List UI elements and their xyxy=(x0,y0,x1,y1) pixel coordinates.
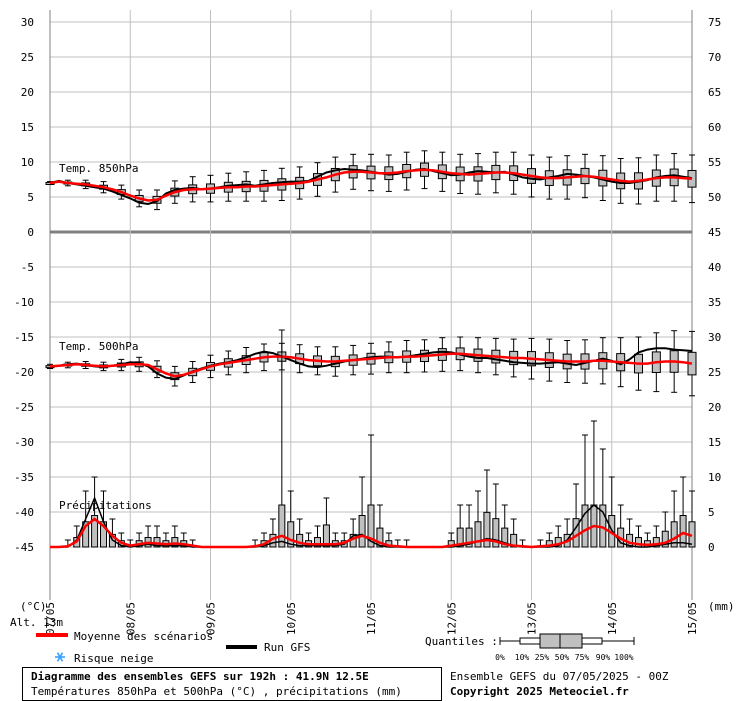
y-tick-left: -5 xyxy=(21,261,34,274)
t850-mean-line xyxy=(49,168,693,202)
y-tick-left: -45 xyxy=(14,541,34,554)
right-unit: (mm) xyxy=(708,600,735,613)
chart-subtitle: Températures 850hPa et 500hPa (°C) , pré… xyxy=(31,685,402,698)
precip-box xyxy=(287,521,295,548)
y-tick-right: 70 xyxy=(708,51,721,64)
y-tick-right: 60 xyxy=(708,121,721,134)
panel-label-t500: Temp. 500hPa xyxy=(59,340,138,353)
series-layer xyxy=(45,150,697,549)
x-tick-label: 10/05 xyxy=(285,602,298,635)
precip-box xyxy=(492,518,500,548)
quantile-legend-box xyxy=(499,633,635,649)
y-tick-left: -20 xyxy=(14,366,34,379)
precip-box xyxy=(510,533,518,548)
y-tick-right: 30 xyxy=(708,331,721,344)
y-tick-left: 15 xyxy=(21,121,34,134)
y-tick-left: 20 xyxy=(21,86,34,99)
panel-label-t850: Temp. 850hPa xyxy=(59,162,138,175)
y-tick-right: 55 xyxy=(708,156,721,169)
copyright: Copyright 2025 Meteociel.fr xyxy=(450,685,629,698)
x-tick-label: 09/05 xyxy=(205,602,218,635)
y-tick-left: 0 xyxy=(27,226,34,239)
x-tick-label: 11/05 xyxy=(365,602,378,635)
snowflake-icon xyxy=(55,652,65,662)
x-tick-label: 15/05 xyxy=(686,602,699,635)
quantile-tick: 75% xyxy=(575,653,590,662)
precip-box xyxy=(465,527,473,548)
quantile-tick: 100% xyxy=(614,653,633,662)
legend-quantiles-label: Quantiles : xyxy=(425,635,498,648)
quantile-tick-labels: 0% 10% 25% 50% 75% 90% 100% xyxy=(495,653,634,662)
y-tick-right: 75 xyxy=(708,16,721,29)
y-tick-left: 30 xyxy=(21,16,34,29)
x-tick-label: 12/05 xyxy=(445,602,458,635)
quantile-tick: 50% xyxy=(555,653,570,662)
y-tick-left: -40 xyxy=(14,506,34,519)
quantile-tick: 25% xyxy=(535,653,550,662)
precip-box xyxy=(358,515,366,548)
precip-box xyxy=(483,511,491,548)
y-tick-right: 15 xyxy=(708,436,721,449)
precip-box xyxy=(376,527,384,548)
precip-box xyxy=(91,515,99,548)
precip-box xyxy=(322,524,330,548)
precip-run-line xyxy=(50,495,693,548)
y-tick-right: 20 xyxy=(708,401,721,414)
x-tick-label: 07/05 xyxy=(44,602,57,635)
y-tick-left: -30 xyxy=(14,436,34,449)
x-axis-ticks: 07/05 08/05 09/05 10/05 11/05 12/05 13/05 14/05… xyxy=(44,602,699,635)
precip-box xyxy=(652,537,660,548)
y-tick-right: 0 xyxy=(708,541,715,554)
y-tick-right: 40 xyxy=(708,261,721,274)
y-tick-left: -35 xyxy=(14,471,34,484)
title-box: Diagramme des ensembles GEFS sur 192h : … xyxy=(22,667,442,701)
precip-box xyxy=(581,504,589,548)
precip-box xyxy=(474,521,482,548)
precip-box xyxy=(501,527,509,548)
y-tick-left: -10 xyxy=(14,296,34,309)
left-unit: (°C) xyxy=(20,600,47,613)
y-tick-left: 25 xyxy=(21,51,34,64)
precip-mean-line xyxy=(50,517,693,549)
y-tick-right: 25 xyxy=(708,366,721,379)
quantile-tick: 90% xyxy=(596,653,611,662)
legend-snow-label: Risque neige xyxy=(74,652,154,665)
precip-box xyxy=(679,515,687,548)
precip-box xyxy=(456,527,464,548)
y-tick-right: 45 xyxy=(708,226,721,239)
quantile-tick: 0% xyxy=(495,653,505,662)
t500-run-line xyxy=(49,347,693,381)
quantile-tick: 10% xyxy=(515,653,530,662)
precip-box xyxy=(367,504,375,548)
precip-box xyxy=(314,537,321,548)
y-tick-right: 50 xyxy=(708,191,721,204)
chart-title: Diagramme des ensembles GEFS sur 192h : … xyxy=(31,670,369,683)
y-tick-right: 65 xyxy=(708,86,721,99)
t500-mean-line xyxy=(49,352,693,378)
y-tick-left: 10 xyxy=(21,156,34,169)
precip-box xyxy=(670,521,678,548)
legend-run-label: Run GFS xyxy=(264,641,311,654)
run-info: Ensemble GEFS du 07/05/2025 - 00Z xyxy=(450,670,669,683)
y-tick-left: -15 xyxy=(14,331,34,344)
y-tick-right: 35 xyxy=(708,296,721,309)
x-tick-label: 13/05 xyxy=(526,602,539,635)
x-tick-label: 08/05 xyxy=(124,602,137,635)
precip-box xyxy=(278,504,286,548)
precip-box xyxy=(661,530,669,548)
y-tick-left: 5 xyxy=(27,191,34,204)
legend-mean-label: Moyenne des scénarios xyxy=(74,630,214,643)
y-tick-right: 5 xyxy=(708,506,715,519)
altitude-label: Alt. 13m xyxy=(10,616,63,629)
x-tick-label: 14/05 xyxy=(606,602,619,635)
y-tick-right: 10 xyxy=(708,471,721,484)
precip-box xyxy=(82,521,90,548)
y-tick-left: -25 xyxy=(14,401,34,414)
panel-label-precip: Précipitations xyxy=(59,499,152,512)
